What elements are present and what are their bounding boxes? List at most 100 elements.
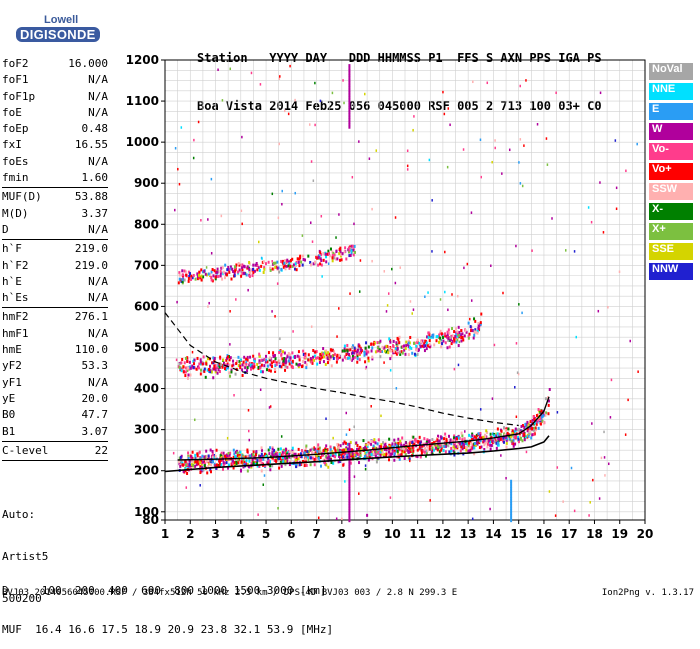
echo-point bbox=[278, 351, 281, 355]
echo-point bbox=[205, 362, 208, 366]
interference-point bbox=[510, 519, 513, 523]
echo-point bbox=[465, 330, 468, 334]
echo-point bbox=[245, 360, 248, 364]
echo-point bbox=[203, 269, 206, 273]
param-name: yF1 bbox=[2, 375, 22, 389]
echo-point bbox=[304, 352, 307, 356]
echo-point bbox=[186, 357, 189, 361]
echo-point bbox=[317, 256, 320, 260]
param-value: 110.0 bbox=[74, 343, 108, 357]
echo-point bbox=[382, 346, 385, 350]
echo-point bbox=[239, 366, 242, 370]
x-tick-label: 19 bbox=[611, 527, 628, 541]
echo-point bbox=[437, 439, 440, 443]
echo-point bbox=[431, 446, 434, 450]
echo-point bbox=[467, 336, 470, 340]
echo-point bbox=[393, 449, 396, 453]
echo-point bbox=[218, 459, 221, 463]
echo-point bbox=[217, 368, 220, 372]
echo-point bbox=[396, 451, 399, 455]
interference-point bbox=[348, 462, 351, 466]
noise-point bbox=[491, 160, 493, 164]
echo-point bbox=[249, 454, 252, 458]
echo-point bbox=[260, 448, 263, 452]
echo-point bbox=[436, 438, 439, 442]
echo-point bbox=[183, 361, 186, 365]
echo-point bbox=[274, 265, 277, 269]
echo-point bbox=[489, 443, 492, 447]
echo-point bbox=[399, 439, 402, 443]
echo-point bbox=[351, 455, 354, 459]
echo-point bbox=[210, 460, 213, 464]
noise-point bbox=[508, 148, 511, 152]
noise-point bbox=[210, 251, 213, 255]
echo-point bbox=[461, 447, 464, 451]
echo-point bbox=[260, 370, 263, 374]
echo-point bbox=[450, 449, 453, 453]
echo-point bbox=[307, 450, 310, 454]
echo-point bbox=[239, 461, 242, 465]
echo-point bbox=[396, 444, 399, 448]
echo-point bbox=[500, 429, 503, 433]
echo-point bbox=[356, 357, 359, 361]
echo-point bbox=[505, 445, 508, 449]
echo-point bbox=[505, 438, 508, 442]
noise-point bbox=[472, 80, 474, 84]
noise-point bbox=[279, 75, 281, 78]
noise-point bbox=[599, 91, 602, 95]
echo-point bbox=[502, 435, 505, 439]
echo-point bbox=[387, 348, 390, 352]
echo-point bbox=[353, 247, 356, 251]
echo-point bbox=[440, 446, 443, 450]
noise-point bbox=[545, 137, 548, 140]
echo-point bbox=[246, 358, 249, 362]
echo-point bbox=[473, 452, 476, 456]
echo-point bbox=[395, 352, 398, 356]
noise-point bbox=[470, 299, 473, 302]
param-value: 0.48 bbox=[81, 122, 109, 136]
noise-point bbox=[598, 497, 601, 500]
echo-point bbox=[342, 451, 345, 455]
echo-point bbox=[365, 349, 368, 353]
echo-point bbox=[547, 399, 550, 403]
echo-point bbox=[263, 357, 266, 361]
echo-point bbox=[405, 340, 408, 344]
noise-point bbox=[321, 275, 323, 278]
param-value: 20.0 bbox=[81, 391, 109, 405]
echo-point bbox=[374, 441, 377, 445]
echo-point bbox=[320, 263, 323, 267]
echo-point bbox=[473, 441, 476, 445]
echo-point bbox=[452, 445, 455, 449]
echo-point bbox=[512, 435, 515, 439]
echo-point bbox=[449, 438, 452, 442]
echo-point bbox=[297, 453, 300, 457]
echo-point bbox=[270, 359, 273, 363]
profile-curve bbox=[164, 435, 550, 473]
echo-point bbox=[235, 461, 238, 465]
echo-point bbox=[181, 278, 184, 282]
echo-point bbox=[205, 273, 208, 277]
echo-point bbox=[240, 460, 243, 464]
echo-point bbox=[288, 260, 291, 264]
echo-point bbox=[355, 451, 358, 455]
echo-point bbox=[265, 354, 268, 358]
param-row: B1 3.07 bbox=[2, 424, 108, 440]
echo-point bbox=[325, 454, 328, 458]
echo-point bbox=[547, 412, 550, 416]
noise-point bbox=[364, 367, 367, 370]
echo-point bbox=[473, 317, 476, 321]
echo-point bbox=[471, 329, 474, 333]
echo-point bbox=[348, 356, 351, 360]
echo-point bbox=[313, 457, 316, 461]
echo-point bbox=[370, 451, 373, 455]
echo-point bbox=[325, 353, 328, 357]
echo-point bbox=[201, 362, 204, 366]
echo-point bbox=[246, 462, 249, 466]
echo-point bbox=[350, 251, 353, 255]
echo-point bbox=[299, 254, 302, 258]
echo-point bbox=[442, 444, 445, 448]
echo-point bbox=[234, 450, 237, 454]
noise-point bbox=[292, 330, 294, 333]
echo-point bbox=[391, 444, 394, 448]
y-tick-label: 1100 bbox=[126, 94, 159, 108]
